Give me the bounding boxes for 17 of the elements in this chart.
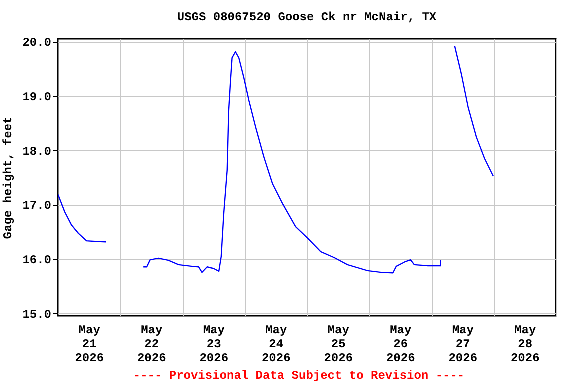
text: ---- Provisional Data Subject to Revision ---- xyxy=(133,369,465,383)
x-tick-label: May 24 2026 xyxy=(262,324,291,366)
x-tick-label: May 23 2026 xyxy=(200,324,229,366)
x-tick-label: May 28 2026 xyxy=(510,324,540,366)
chart-title: USGS 08067520 Goose Ck nr McNair, TX xyxy=(177,10,438,25)
y-tick-label: 20.0 xyxy=(22,36,52,50)
x-tick-label: May 21 2026 xyxy=(75,324,104,366)
y-tick-label: 19.0 xyxy=(22,90,52,105)
y-tick-label: 15.0 xyxy=(22,308,52,322)
x-tick-label: May 26 2026 xyxy=(386,324,416,366)
y-axis-title: Gage height, feet xyxy=(2,116,16,240)
y-tick-label: 18.0 xyxy=(22,144,52,159)
x-tick-label: May 22 2026 xyxy=(137,324,166,366)
y-tick-label: 17.0 xyxy=(22,199,52,214)
x-tick-label: May 25 2026 xyxy=(324,324,354,366)
y-tick-label: 16.0 xyxy=(22,253,52,268)
x-tick-label: May 27 2026 xyxy=(448,324,478,366)
